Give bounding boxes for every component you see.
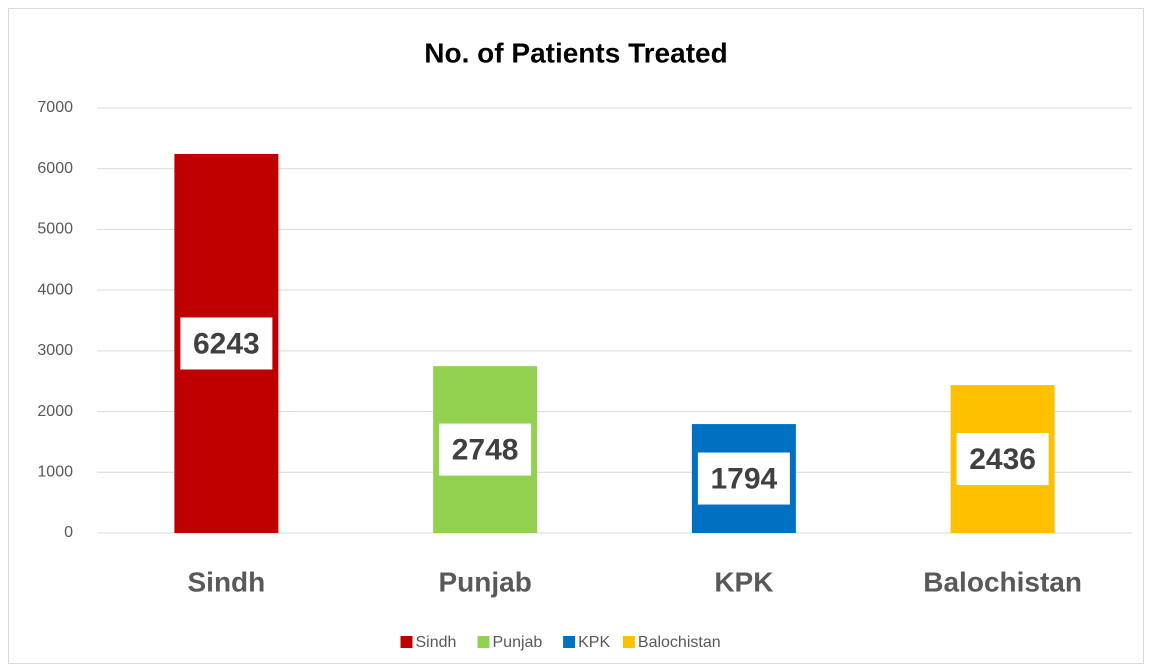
chart-title: No. of Patients Treated [424,37,727,68]
data-label-box [956,433,1049,486]
y-tick-label: 7000 [37,99,73,116]
legend-swatch [563,636,576,648]
y-tick-label: 3000 [37,342,73,359]
x-tick-label: KPK [714,566,773,597]
legend-label: Sindh [416,634,457,651]
legend-swatch [622,636,635,648]
x-tick-label: Balochistan [923,566,1082,597]
data-label: 1794 [711,462,778,495]
legend-label: Balochistan [638,634,721,651]
y-tick-label: 0 [64,524,73,541]
data-label: 2436 [969,443,1036,476]
x-tick-label: Sindh [187,566,265,597]
data-label-box [697,452,790,505]
legend-label: Punjab [493,634,543,651]
data-label-box [439,423,532,476]
data-label: 2748 [452,434,519,467]
legend-label: KPK [578,634,610,651]
y-tick-label: 6000 [37,160,73,177]
y-tick-label: 2000 [37,403,73,420]
legend-swatch [400,636,413,648]
y-tick-label: 1000 [37,464,73,481]
y-tick-label: 4000 [37,281,73,298]
y-tick-label: 5000 [37,221,73,238]
x-tick-label: Punjab [438,566,531,597]
data-label: 6243 [193,327,260,360]
legend-swatch [477,636,490,648]
data-label-box [180,317,273,370]
